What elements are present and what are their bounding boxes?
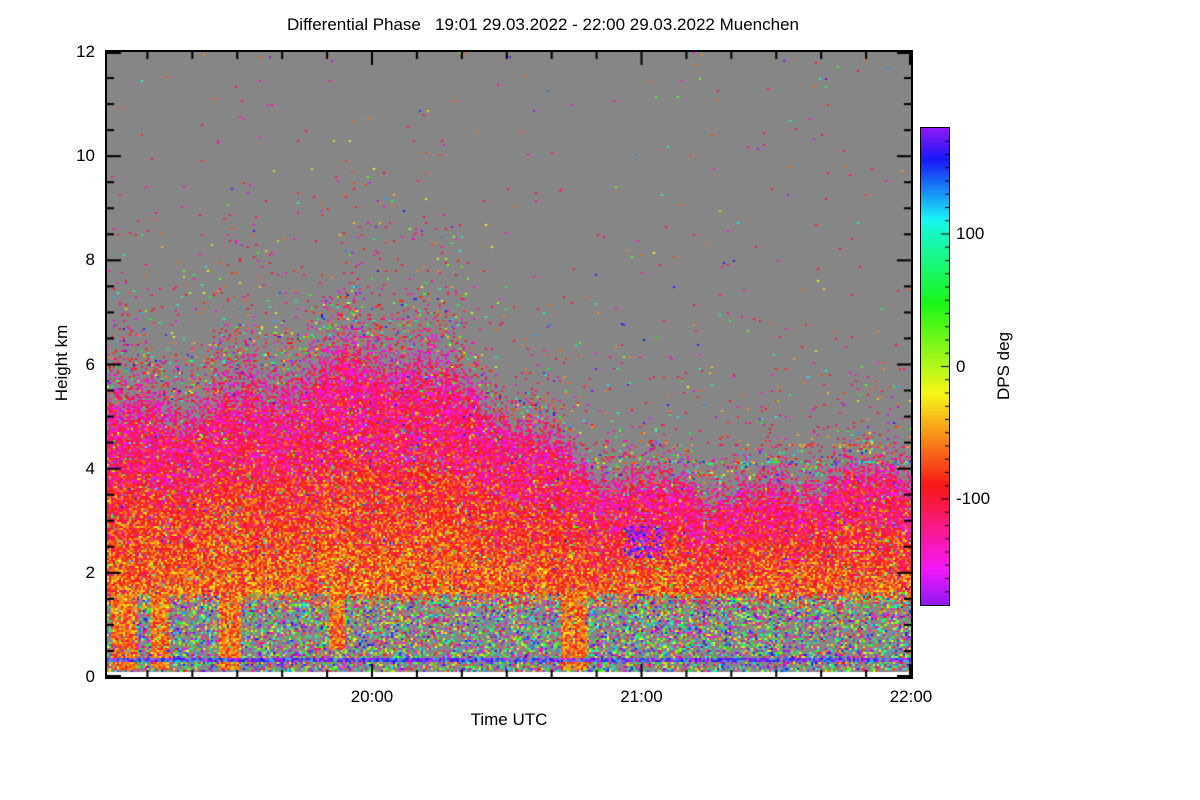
x-axis-label: Time UTC [470, 710, 548, 729]
x-tick-label: 22:00 [889, 687, 933, 706]
colorbar-tick-label: 0 [956, 356, 966, 376]
y-tick-label: 12 [76, 42, 95, 61]
y-tick-label: 0 [85, 667, 95, 686]
colorbar-tick-label: 100 [956, 224, 985, 243]
chart-title: Differential Phase 19:01 29.03.2022 - 22… [287, 15, 799, 34]
colorbar-frame [920, 127, 950, 606]
colorbar-canvas [921, 128, 949, 605]
y-tick-label: 4 [85, 458, 95, 478]
heatmap-canvas [107, 52, 911, 677]
x-tick-label: 21:00 [620, 687, 663, 706]
y-tick-label: 10 [76, 146, 95, 166]
colorbar-tick-label: -100 [956, 489, 991, 508]
y-tick-label: 2 [85, 562, 95, 582]
y-tick-label: 6 [85, 354, 95, 374]
plot-frame [105, 50, 913, 679]
x-tick-label: 20:00 [350, 687, 394, 706]
y-tick-label: 8 [85, 250, 95, 270]
